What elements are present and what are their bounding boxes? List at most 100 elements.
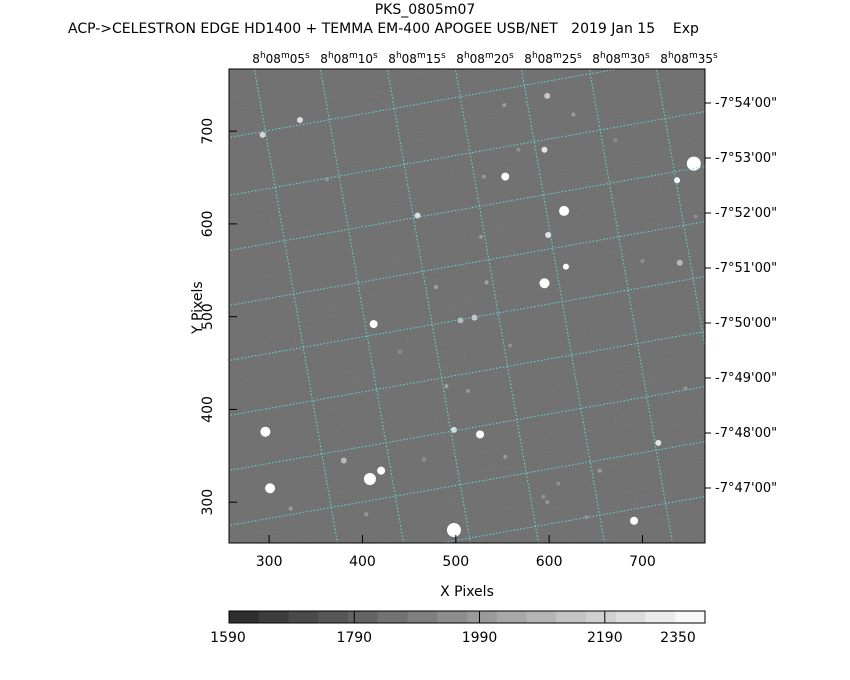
colorbar: 1590 1790 1990 2190 2350 (210, 610, 706, 646)
star-40 (516, 147, 521, 152)
dec-tick-label-2: -7°52'00" (715, 206, 777, 221)
y-tick-label-4: 700 (200, 118, 216, 145)
star-29 (479, 234, 483, 239)
colorbar-cell-9 (496, 611, 527, 623)
x-tick-label-1: 400 (349, 554, 376, 570)
dec-tick-label-6: -7°48'00" (715, 426, 777, 441)
star-47 (613, 138, 618, 143)
colorbar-cell-2 (288, 611, 319, 623)
sky-background (229, 69, 705, 543)
ra-tick-label-1: 8h08m10s (320, 51, 378, 66)
star-1 (446, 523, 461, 538)
colorbar-cell-10 (526, 611, 557, 623)
colorbar-label-2: 1990 (462, 630, 498, 646)
x-tick-label-0: 300 (256, 554, 283, 570)
colorbar-label-0: 1590 (210, 630, 246, 646)
plot-frame (228, 68, 706, 544)
star-0 (686, 156, 701, 171)
dec-tick-label-1: -7°53'00" (715, 151, 777, 166)
star-27 (484, 280, 489, 285)
star-20 (450, 426, 457, 433)
colorbar-cell-11 (556, 611, 587, 623)
ra-tick-label-0: 8h08m05s (252, 51, 310, 66)
x-tick-label-2: 500 (442, 554, 469, 570)
dec-grid-line-2 (229, 166, 705, 251)
star-43 (556, 481, 561, 486)
dec-grid-line-3 (229, 221, 705, 306)
star-38 (481, 174, 486, 179)
star-23 (544, 92, 551, 99)
star-32 (503, 454, 508, 459)
dec-grid-line-6 (229, 386, 705, 471)
star-3 (260, 426, 271, 437)
chart-title: PKS_0805m07 (374, 2, 476, 18)
colorbar-cell-3 (318, 611, 349, 623)
star-18 (296, 117, 303, 124)
sky-image (229, 69, 705, 543)
x-axis-label: X Pixels (440, 584, 494, 600)
star-45 (422, 457, 427, 462)
dec-tick-label-4: -7°50'00" (715, 316, 777, 331)
colorbar-cell-1 (258, 611, 289, 623)
colorbar-cell-13 (615, 611, 646, 623)
ra-tick-label-6: 8h08m35s (660, 51, 718, 66)
star-36 (288, 506, 293, 511)
colorbar-cell-14 (645, 611, 676, 623)
dec-tick-label-7: -7°47'00" (715, 481, 777, 496)
colorbar-label-1: 1790 (336, 630, 372, 646)
colorbar-label-4: 2350 (660, 630, 696, 646)
dec-grid-line-0 (229, 69, 621, 138)
star-5 (559, 205, 570, 216)
x-tick-label-4: 700 (629, 554, 656, 570)
x-tick-label-3: 600 (536, 554, 563, 570)
star-41 (683, 386, 688, 391)
dec-grid-line-7 (229, 441, 705, 526)
dec-grid-line-8 (438, 496, 705, 543)
y-tick-label-2: 500 (200, 303, 216, 330)
ra-tick-label-4: 8h08m25s (524, 51, 582, 66)
star-2 (363, 472, 376, 485)
colorbar-cell-15 (675, 611, 706, 623)
star-12 (562, 263, 569, 270)
star-8 (369, 320, 378, 329)
star-46 (640, 259, 645, 264)
dec-grid-line-5 (229, 331, 705, 416)
star-49 (397, 349, 402, 354)
dec-tick-label-3: -7°51'00" (715, 261, 777, 276)
ra-tick-label-2: 8h08m15s (388, 51, 446, 66)
star-9 (630, 516, 639, 525)
dec-tick-label-5: -7°49'00" (715, 371, 777, 386)
star-25 (340, 457, 347, 464)
star-13 (674, 177, 680, 184)
dec-tick-label-0: -7°54'00" (715, 96, 777, 111)
star-28 (444, 384, 449, 389)
star-10 (501, 172, 510, 181)
star-26 (434, 284, 439, 289)
colorbar-cell-7 (437, 611, 468, 623)
y-tick-label-1: 400 (200, 396, 216, 423)
colorbar-cell-12 (586, 611, 617, 623)
colorbar-cell-0 (229, 611, 260, 623)
ra-tick-label-3: 8h08m20s (456, 51, 514, 66)
star-35 (465, 388, 470, 393)
star-14 (545, 232, 552, 239)
star-21 (471, 314, 478, 321)
star-34 (545, 500, 550, 505)
star-50 (693, 214, 698, 219)
y-tick-label-0: 300 (200, 489, 216, 516)
star-17 (655, 439, 662, 446)
colorbar-cell-4 (348, 611, 379, 623)
star-16 (414, 212, 421, 219)
colorbar-cell-6 (407, 611, 438, 623)
star-11 (377, 466, 386, 475)
dec-grid-line-4 (229, 276, 705, 361)
star-15 (541, 146, 548, 153)
y-tick-label-3: 600 (200, 211, 216, 238)
star-6 (539, 278, 550, 289)
star-37 (364, 512, 369, 517)
star-19 (259, 131, 266, 138)
star-39 (541, 494, 546, 499)
dec-grid-line-1 (229, 111, 705, 196)
star-33 (597, 468, 602, 473)
